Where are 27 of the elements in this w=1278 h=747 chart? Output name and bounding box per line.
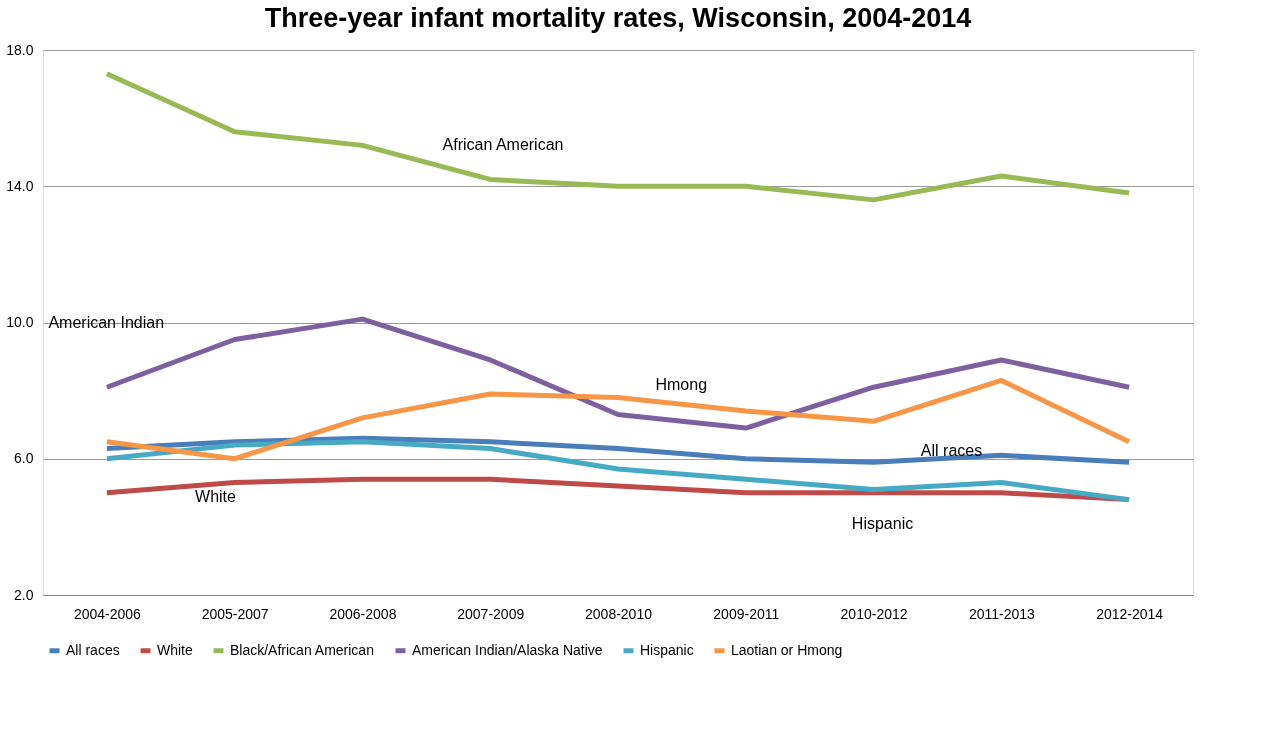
y-tick-label: 10.0 (6, 314, 34, 330)
y-tick-label: 14.0 (6, 177, 34, 194)
annotation: Hmong (655, 376, 708, 394)
annotation: All races (920, 441, 983, 459)
legend-label: Black/African American (230, 641, 374, 658)
chart-title: Three-year infant mortality rates, Wisconsin, 2004-2014 (264, 3, 972, 33)
x-tick-label: 2005-2007 (201, 605, 269, 622)
x-tick-label: 2009-2011 (713, 605, 780, 622)
y-tick-label: 2.0 (14, 586, 34, 603)
legend-label: American Indian/Alaska Native (412, 641, 603, 658)
x-tick-label: 2012-2014 (1096, 605, 1164, 622)
annotation: African American (442, 136, 564, 154)
y-tick-label: 6.0 (14, 450, 34, 467)
legend-label: Hispanic (640, 641, 694, 658)
x-tick-label: 2004-2006 (73, 605, 142, 622)
x-tick-label: 2010-2012 (840, 605, 908, 622)
x-tick-label: 2011-2013 (968, 605, 1035, 622)
y-tick-label: 18.0 (6, 41, 34, 58)
annotation: White (195, 487, 237, 505)
annotation: American Indian (48, 313, 165, 331)
annotation: Hispanic (851, 515, 914, 533)
legend-label: All races (66, 641, 120, 658)
x-tick-label: 2006-2008 (329, 605, 397, 622)
x-tick-label: 2007-2009 (457, 605, 525, 622)
legend-label: White (157, 641, 193, 658)
x-tick-label: 2008-2010 (585, 605, 653, 622)
legend-label: Laotian or Hmong (731, 641, 843, 658)
